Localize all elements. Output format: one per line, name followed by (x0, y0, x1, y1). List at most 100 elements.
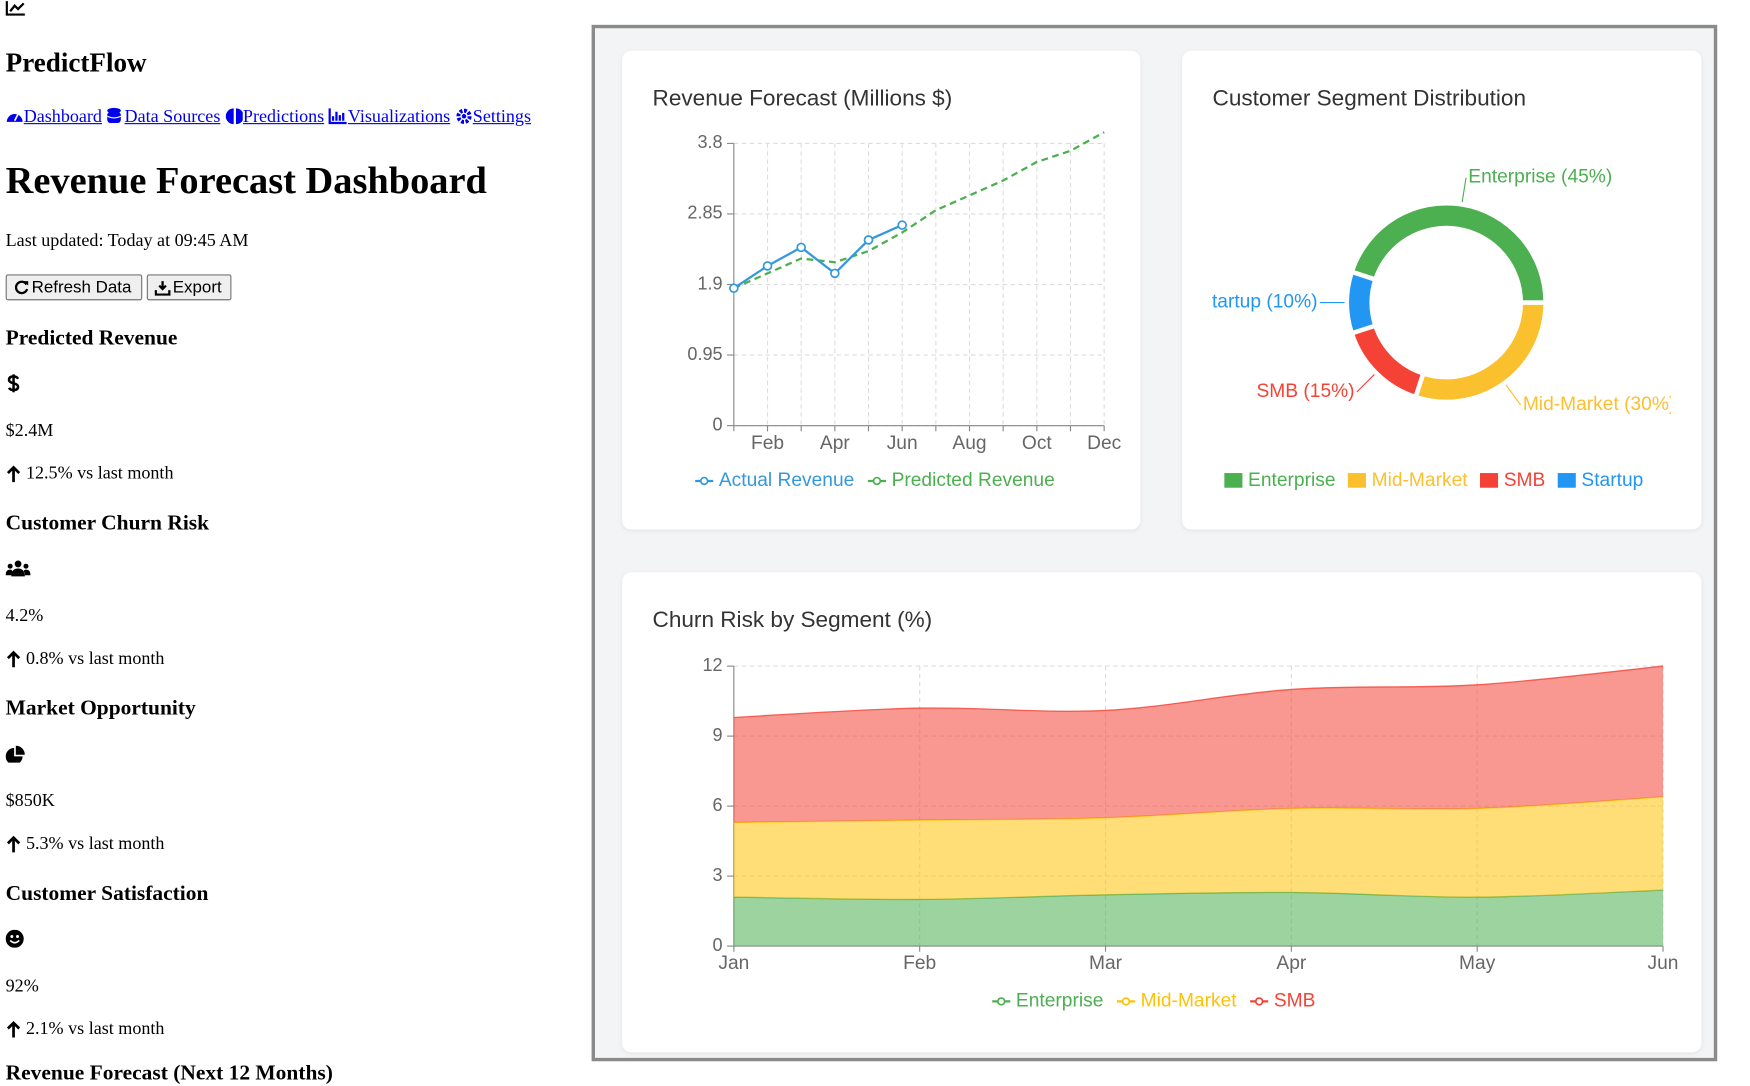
metric-icon-wrap (5, 745, 25, 769)
area-line (733, 665, 1664, 719)
legend: Enterprise Mid-Market SMB Startup (1224, 470, 1643, 491)
export-button[interactable]: Export (146, 274, 232, 301)
logo: PredictFlow (5, 49, 147, 79)
legend-label: Enterprise (1248, 470, 1335, 491)
point (863, 235, 874, 245)
series-line (733, 131, 1105, 290)
card (622, 50, 1141, 530)
metric-icon (7, 374, 20, 393)
point (830, 268, 840, 279)
button-label: Export (172, 277, 222, 297)
legend-label: Actual Revenue (719, 470, 854, 491)
metric-label: Predicted Revenue (5, 326, 178, 350)
metric-icon (5, 745, 25, 765)
area (733, 890, 1664, 947)
legend-label: Mid-Market (1372, 470, 1469, 491)
y-tick-label: 1.9 (697, 273, 722, 293)
x-tick-label: Oct (1022, 433, 1053, 454)
up-arrow (6, 650, 21, 668)
segment-label: SMB (15%) (1256, 381, 1354, 402)
nav-icon (107, 107, 122, 124)
metric-icon-wrap (5, 929, 25, 954)
nav-label: Dashboard (23, 107, 102, 127)
button-label: Refresh Data (31, 277, 132, 297)
area (733, 796, 1664, 900)
metric-change: 12.5% vs last month (6, 464, 174, 484)
x-tick-label: Feb (903, 953, 936, 974)
metric-value: 4.2% (5, 606, 44, 626)
metric-change: 0.8% vs last month (6, 649, 165, 669)
point (897, 220, 907, 230)
legend-dot (1121, 997, 1131, 1006)
point (796, 242, 806, 253)
change-text: 2.1% vs last month (25, 1019, 165, 1039)
y-tick-label: 0 (713, 414, 723, 434)
x-tick-label: Dec (1087, 433, 1122, 454)
legend-dot (699, 476, 709, 486)
metric-icon (5, 929, 24, 948)
y-tick-label: 12 (702, 655, 722, 675)
metric-label: Market Opportunity (5, 696, 196, 721)
legend-dot (872, 476, 882, 486)
segment-label: Enterprise (45%) (1468, 167, 1612, 188)
y-tick-label: 0 (713, 935, 723, 955)
nav-link[interactable]: Settings (455, 107, 531, 126)
series-line (733, 224, 903, 290)
logo-icon (5, 1, 25, 16)
x-tick-label: Jan (718, 953, 749, 974)
nav: Dashboard Data Sources Predictions Visua… (6, 107, 531, 127)
legend-swatch (1480, 473, 1499, 488)
card (1182, 50, 1702, 530)
nav-label: Visualizations (347, 107, 451, 127)
y-tick-label: 6 (713, 795, 723, 815)
nav-icon (6, 113, 23, 122)
metric-icon (5, 560, 31, 577)
y-tick-label: 3 (713, 865, 723, 885)
change-text: 0.8% vs last month (25, 649, 165, 669)
chart-title: Churn Risk by Segment (%) (653, 607, 933, 632)
charts-frame: Revenue Forecast (Millions $) 0 0.95 1.9 2.8… (591, 24, 1718, 1062)
metric-value: $2.4M (5, 421, 54, 441)
nav-label: Data Sources (124, 107, 221, 127)
x-tick-label: May (1459, 953, 1496, 974)
metric-label: Customer Churn Risk (5, 511, 210, 536)
refresh-button[interactable]: Refresh Data (5, 274, 143, 301)
area (733, 666, 1664, 823)
leader-line (1505, 384, 1522, 406)
refresh-icon (14, 280, 29, 294)
metric-icon-wrap (5, 559, 31, 583)
chart-title: Customer Segment Distribution (1213, 85, 1527, 110)
legend-dot (1254, 997, 1264, 1006)
y-tick-label: 2.85 (687, 203, 722, 223)
up-arrow (6, 1020, 21, 1038)
metric-label: Customer Satisfaction (5, 881, 209, 906)
change-text: 12.5% vs last month (25, 464, 174, 484)
last-updated: Last updated: Today at 09:45 AM (5, 231, 249, 251)
chart-title: Revenue Forecast (Millions $) (653, 85, 953, 110)
segment-label: Mid-Market (30%) (1523, 394, 1675, 415)
metric-change: 5.3% vs last month (6, 834, 164, 854)
x-tick-label: Mar (1089, 953, 1123, 974)
charts: Revenue Forecast (Millions $) 0 0.95 1.9 2.8… (622, 50, 1702, 1053)
legend-dot (997, 997, 1006, 1006)
nav-link[interactable]: Dashboard (6, 107, 102, 126)
metric-value: $850K (5, 791, 55, 811)
metric-change: 2.1% vs last month (6, 1019, 165, 1039)
x-tick-label: Jun (887, 433, 918, 454)
legend-label: Predicted Revenue (892, 470, 1055, 491)
y-tick-label: 0.95 (687, 344, 722, 364)
legend-label: Enterprise (1016, 990, 1103, 1011)
nav-icon (328, 108, 347, 125)
nav-link[interactable]: Visualizations (328, 107, 451, 127)
legend-swatch (1224, 473, 1243, 488)
nav-link[interactable]: Predictions (225, 107, 324, 126)
y-tick-label: 9 (713, 725, 723, 745)
x-tick-label: Jun (1648, 953, 1679, 974)
segment (1344, 269, 1379, 337)
metric-icon-wrap (6, 374, 25, 398)
leader-line (1461, 177, 1467, 203)
nav-label: Predictions (242, 107, 325, 127)
page-title: Revenue Forecast Dashboard (5, 160, 487, 203)
nav-link[interactable]: Data Sources (106, 107, 220, 126)
